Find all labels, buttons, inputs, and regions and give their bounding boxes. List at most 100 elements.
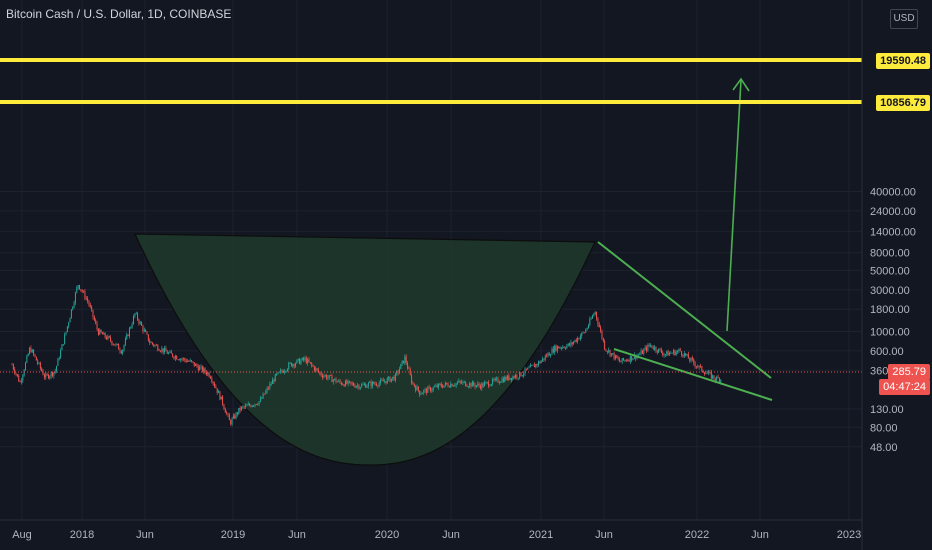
candle-body bbox=[274, 374, 276, 382]
candle-body bbox=[334, 378, 336, 380]
candle-body bbox=[536, 364, 538, 366]
candle-body bbox=[578, 338, 580, 340]
candle-body bbox=[436, 385, 438, 388]
time-axis[interactable]: Aug 2018 Jun 2019 Jun 2020 Jun 2021 Jun 2022 Jun 20… bbox=[0, 519, 862, 541]
candle-body bbox=[119, 349, 121, 352]
candle-body bbox=[58, 358, 60, 360]
candle-body bbox=[716, 376, 718, 381]
candle-body bbox=[459, 380, 461, 382]
candle-body bbox=[438, 383, 440, 388]
candle-body bbox=[344, 380, 346, 387]
candle-body bbox=[513, 376, 515, 378]
candle-body bbox=[83, 291, 85, 293]
candle-body bbox=[204, 368, 206, 373]
candle-body bbox=[670, 352, 672, 354]
candle-body bbox=[702, 370, 704, 373]
candle-body bbox=[100, 329, 102, 333]
candle-body bbox=[112, 344, 114, 346]
candle-body bbox=[520, 372, 522, 377]
candle-body bbox=[516, 375, 518, 378]
candle-body bbox=[301, 357, 303, 361]
candle-body bbox=[116, 343, 118, 345]
candle-body bbox=[489, 385, 491, 387]
candle-body bbox=[687, 354, 689, 359]
candle-body bbox=[412, 383, 414, 385]
candle-body bbox=[155, 345, 157, 346]
price-axis-label: 48.00 bbox=[870, 442, 898, 454]
candle-body bbox=[214, 383, 215, 387]
candle-body bbox=[157, 345, 159, 351]
candle-body bbox=[74, 292, 76, 303]
time-axis-label: 2022 bbox=[685, 529, 709, 541]
candle-body bbox=[554, 345, 556, 353]
candle-body bbox=[88, 301, 90, 305]
candle-body bbox=[20, 380, 22, 382]
candle-body bbox=[619, 358, 620, 362]
candle-body bbox=[567, 343, 569, 346]
price-axis-label: 600.00 bbox=[870, 346, 904, 358]
candle-body bbox=[68, 322, 70, 327]
price-axis-label: 3000.00 bbox=[870, 285, 910, 297]
candle-body bbox=[114, 344, 116, 346]
candle-body bbox=[131, 323, 133, 328]
candle-body bbox=[428, 387, 430, 388]
candle-body bbox=[299, 358, 301, 364]
time-axis-label: 2021 bbox=[529, 529, 553, 541]
candle-body bbox=[662, 352, 664, 356]
candle-body bbox=[14, 369, 16, 374]
price-axis-label: 8000.00 bbox=[870, 248, 910, 260]
time-axis-label: Jun bbox=[595, 529, 613, 541]
candle-body bbox=[92, 309, 94, 317]
candle-body bbox=[600, 327, 602, 331]
candle-body bbox=[444, 382, 446, 386]
price-axis[interactable]: 40000.00 24000.00 14000.00 8000.00 5000.00 30… bbox=[861, 0, 932, 550]
candle-body bbox=[443, 385, 445, 388]
candle-body bbox=[173, 356, 175, 359]
candle-body bbox=[667, 351, 669, 356]
target-arrow[interactable] bbox=[726, 79, 742, 332]
candle-body bbox=[218, 391, 220, 393]
candle-body bbox=[592, 315, 593, 319]
candle-body bbox=[502, 378, 504, 382]
wedge-upper-trendline[interactable] bbox=[597, 241, 772, 379]
candle-body bbox=[257, 404, 259, 406]
candle-body bbox=[320, 373, 322, 376]
candle-body bbox=[471, 381, 473, 387]
candle-body bbox=[181, 358, 183, 360]
candle-body bbox=[674, 350, 676, 356]
candle-body bbox=[470, 383, 472, 387]
candle-body bbox=[498, 382, 500, 384]
candle-body bbox=[500, 382, 502, 383]
candle-body bbox=[547, 353, 549, 357]
candle-body bbox=[335, 378, 337, 383]
candle-body bbox=[446, 382, 448, 385]
candle-body bbox=[465, 381, 467, 387]
candle-body bbox=[339, 380, 341, 383]
candle-body bbox=[262, 393, 264, 399]
candle-body bbox=[587, 325, 589, 329]
candle-body bbox=[533, 364, 535, 368]
candle-body bbox=[11, 364, 13, 366]
candle-body bbox=[604, 341, 606, 350]
candle-body bbox=[488, 382, 490, 387]
candle-body bbox=[62, 344, 64, 346]
candle-body bbox=[135, 313, 137, 315]
candle-body bbox=[84, 291, 86, 299]
candle-body bbox=[47, 374, 49, 379]
candle-body bbox=[659, 348, 661, 350]
currency-button[interactable]: USD bbox=[890, 9, 918, 29]
candle-body bbox=[563, 346, 565, 348]
candle-body bbox=[620, 361, 622, 363]
candle-body bbox=[346, 380, 348, 384]
candle-body bbox=[532, 364, 534, 366]
candle-body bbox=[309, 362, 311, 363]
cup-pattern-shape[interactable] bbox=[134, 233, 596, 466]
candle-body bbox=[196, 364, 198, 367]
candle-body bbox=[95, 320, 97, 324]
candle-body bbox=[677, 350, 679, 352]
wedge-lower-trendline[interactable] bbox=[613, 348, 773, 401]
candle-body bbox=[517, 377, 519, 379]
candle-body bbox=[80, 289, 82, 291]
candle-body bbox=[698, 365, 700, 368]
